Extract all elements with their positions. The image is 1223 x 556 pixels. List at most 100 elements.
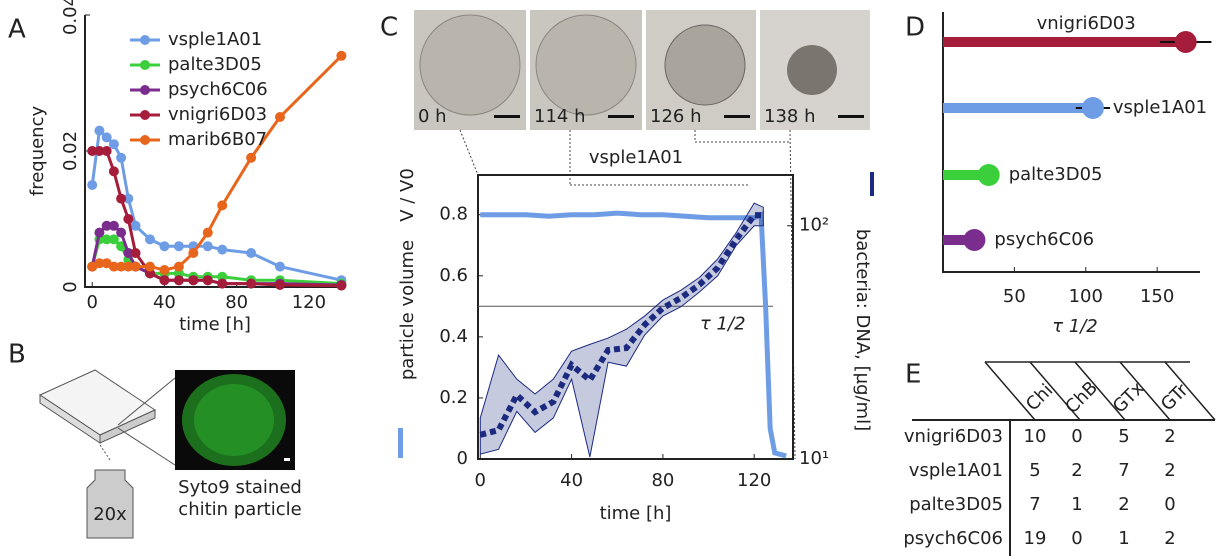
x-axis-label: time [h] <box>600 503 672 524</box>
y-axis-label: particle volume <box>397 240 418 380</box>
data-point <box>130 248 141 258</box>
y-axis-label: V / V0 <box>397 168 418 222</box>
data-point <box>108 220 119 231</box>
cell: 2 <box>1164 460 1175 481</box>
data-point <box>130 261 141 272</box>
dot <box>977 164 1000 186</box>
x-tick-label: 40 <box>560 470 583 491</box>
data-point <box>336 280 347 291</box>
data-point <box>101 132 112 143</box>
series-line <box>479 212 764 438</box>
data-point <box>94 227 105 238</box>
legend-label: palte3D05 <box>168 54 262 75</box>
scale-bar <box>608 115 634 118</box>
cell: 1 <box>1071 494 1082 515</box>
data-point <box>101 146 112 156</box>
column-header: GTx <box>1109 378 1149 418</box>
legend-label: psych6C06 <box>168 79 268 100</box>
data-point <box>246 278 257 289</box>
data-point <box>202 241 213 252</box>
dot <box>963 229 986 251</box>
data-point <box>87 180 98 190</box>
data-point <box>94 258 105 269</box>
category-label: palte3D05 <box>1009 164 1103 185</box>
plot-frame <box>477 174 794 460</box>
x-tick-label: 80 <box>651 470 674 491</box>
panel-label: B <box>8 340 26 370</box>
panel-label: D <box>905 13 925 43</box>
row-header: vnigri6D03 <box>904 426 1003 447</box>
legend-swatch <box>870 172 874 196</box>
x-tick-label: 40 <box>153 292 176 313</box>
data-point <box>188 275 199 286</box>
data-point <box>173 275 184 286</box>
legend-marker <box>140 110 150 120</box>
data-point <box>246 152 257 163</box>
x-tick-label: 150 <box>1140 286 1174 307</box>
error-band <box>479 202 764 458</box>
y-tick-label: 0.02 <box>60 131 81 171</box>
data-point <box>145 261 155 272</box>
data-point <box>123 214 134 224</box>
threshold-label: τ 1/2 <box>700 313 746 334</box>
y-tick-label: 0.04 <box>60 0 81 35</box>
data-point <box>275 279 285 290</box>
x-axis-label: time [h] <box>179 314 251 335</box>
row-header: palte3D05 <box>909 494 1003 515</box>
x-tick-label: 0 <box>86 292 97 313</box>
legend-label: vsple1A01 <box>168 29 262 50</box>
scale-bar <box>724 115 750 118</box>
data-point <box>87 146 98 156</box>
y2-tick-label: 10² <box>799 215 829 236</box>
image-label: 0 h <box>418 106 447 127</box>
data-point <box>173 241 184 252</box>
data-point <box>123 261 134 272</box>
row-header: vsple1A01 <box>909 460 1003 481</box>
y-tick-label: 0 <box>60 281 81 292</box>
legend-marker <box>140 85 150 95</box>
cell: 10 <box>1024 426 1047 447</box>
x-tick-label: 120 <box>292 292 326 313</box>
legend-label: marib6B07 <box>168 129 267 150</box>
cell: 5 <box>1118 426 1129 447</box>
data-point <box>275 112 285 122</box>
data-point <box>123 193 134 204</box>
column-header: ChB <box>1061 377 1102 418</box>
objective-label: 20x <box>93 504 127 525</box>
data-point <box>101 220 112 231</box>
cell: 2 <box>1071 460 1082 481</box>
series-line <box>92 149 342 288</box>
cell: 2 <box>1164 528 1175 549</box>
data-point <box>173 261 184 272</box>
x-tick-label: 50 <box>1003 286 1026 307</box>
legend-marker <box>140 60 150 70</box>
data-point <box>217 244 228 255</box>
y-tick-label: 0.2 <box>439 387 468 408</box>
cell: 5 <box>1029 460 1040 481</box>
cell: 0 <box>1071 426 1082 447</box>
data-point <box>202 227 213 238</box>
y2-tick-label: 10¹ <box>799 448 829 469</box>
y-tick-label: 0.8 <box>439 204 468 225</box>
data-point <box>336 50 347 61</box>
cell: 2 <box>1164 426 1175 447</box>
legend-marker <box>140 35 150 45</box>
x-tick-label: 80 <box>225 292 248 313</box>
category-label: psych6C06 <box>994 229 1094 250</box>
chart-title: vsple1A01 <box>589 147 683 168</box>
x-tick-label: 0 <box>475 470 486 491</box>
image-label: 138 h <box>764 106 816 127</box>
cell: 2 <box>1118 494 1129 515</box>
microplate <box>38 369 295 539</box>
data-point <box>108 261 119 272</box>
data-point <box>188 248 199 258</box>
scale-bar <box>838 115 864 118</box>
data-point <box>101 234 112 245</box>
y-axis-label: frequency <box>27 106 48 197</box>
data-point <box>123 248 134 258</box>
data-point <box>159 275 170 286</box>
cell: 0 <box>1071 528 1082 549</box>
category-label: vsple1A01 <box>1113 97 1207 118</box>
x-tick-label: 120 <box>737 470 771 491</box>
